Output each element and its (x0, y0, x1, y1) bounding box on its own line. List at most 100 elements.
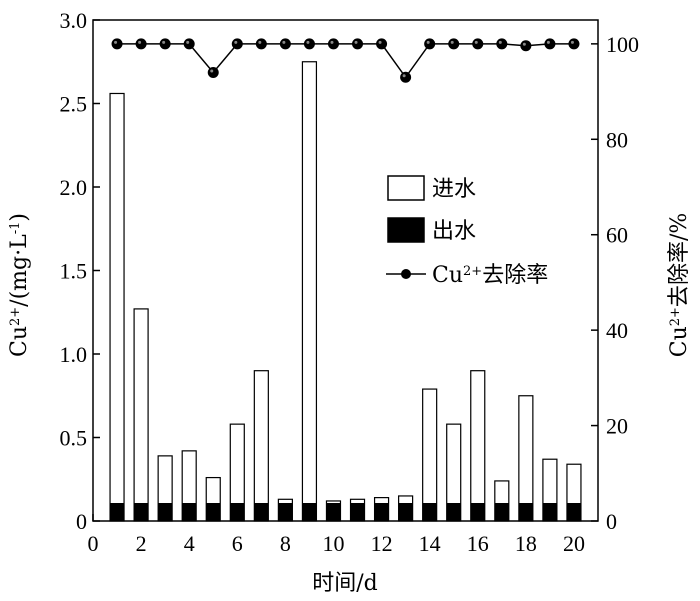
label-part: 2+ (463, 264, 482, 279)
x-tick-label: 4 (184, 531, 195, 556)
left-y-axis-ticks: 0 0.5 1.0 1.5 2.0 2.5 3.0 (60, 8, 100, 534)
right-y-tick-label: 100 (606, 32, 639, 57)
outflow-bar (278, 503, 293, 521)
removal-polyline (117, 43, 574, 79)
removal-marker-highlight (234, 40, 238, 44)
removal-marker (520, 40, 532, 52)
outflow-bar (206, 503, 221, 521)
inflow-bar (518, 395, 534, 522)
removal-marker-highlight (378, 40, 382, 44)
outflow-bar (350, 503, 365, 521)
inflow-bar (109, 92, 125, 522)
outflow-bar (254, 503, 269, 521)
removal-marker-highlight (354, 40, 358, 44)
outflow-bar (182, 503, 197, 521)
right-y-tick-label: 20 (606, 414, 628, 439)
x-tick-label: 10 (322, 531, 344, 556)
outflow-bar (326, 503, 341, 521)
label-part: Cu (7, 326, 32, 357)
removal-marker (376, 38, 388, 50)
removal-marker-highlight (186, 40, 190, 44)
removal-marker-highlight (546, 40, 550, 44)
removal-marker-highlight (570, 40, 574, 44)
removal-marker-highlight (162, 40, 166, 44)
outflow-bars (110, 503, 581, 521)
x-axis-label: 时间/d (312, 571, 378, 596)
label-part: Cu (432, 263, 463, 288)
removal-marker-highlight (114, 40, 118, 44)
legend-swatch-removal-marker (401, 269, 411, 279)
removal-marker-highlight (498, 40, 502, 44)
removal-marker (279, 38, 291, 50)
legend-label-removal: Cu2+去除率 (432, 263, 548, 288)
removal-marker-highlight (426, 40, 430, 44)
removal-marker-highlight (258, 40, 262, 44)
legend-label-outflow: 出水 (432, 219, 476, 244)
removal-marker-highlight (306, 40, 310, 44)
removal-marker-highlight (330, 40, 334, 44)
label-part: 2+ (8, 307, 23, 326)
inflow-bar (470, 370, 486, 522)
removal-marker-highlight (138, 40, 142, 44)
inflow-bar (133, 308, 149, 522)
outflow-bar (422, 503, 437, 521)
removal-marker (135, 38, 147, 50)
left-y-axis-label: Cu2+/(mg·L-1) (7, 213, 32, 357)
x-tick-label: 16 (467, 531, 489, 556)
inflow-bar (301, 61, 318, 522)
removal-marker (159, 38, 171, 50)
outflow-bar (302, 503, 317, 521)
outflow-bar (134, 503, 149, 521)
removal-marker (496, 38, 508, 50)
inflow-bar (253, 370, 269, 522)
removal-marker (255, 38, 267, 50)
label-part: ) (7, 213, 32, 222)
removal-marker (400, 71, 412, 83)
x-tick-label: 8 (280, 531, 291, 556)
left-y-tick-label: 0.5 (60, 426, 88, 451)
right-y-tick-label: 80 (606, 127, 628, 152)
removal-marker (568, 38, 580, 50)
removal-marker (183, 38, 195, 50)
x-tick-label: 20 (563, 531, 585, 556)
left-y-tick-label: 1.5 (60, 259, 88, 284)
right-y-axis-ticks: 0 20 40 60 80 100 (591, 32, 639, 534)
outflow-bar (230, 503, 245, 521)
x-tick-label: 18 (515, 531, 537, 556)
left-y-tick-label: 3.0 (60, 8, 88, 33)
legend-label-inflow: 进水 (432, 177, 476, 202)
inflow-bars (109, 61, 582, 522)
outflow-bar (110, 503, 125, 521)
removal-marker (352, 38, 364, 50)
removal-marker (303, 38, 315, 50)
legend-swatch-inflow (387, 175, 425, 201)
outflow-bar (518, 503, 533, 521)
label-part: 去除率/% (667, 213, 692, 307)
removal-marker-highlight (210, 69, 214, 73)
outflow-bar (494, 503, 509, 521)
label-part: Cu (667, 326, 692, 357)
x-tick-label: 2 (136, 531, 147, 556)
x-tick-label: 0 (88, 531, 99, 556)
outflow-bar (398, 503, 413, 521)
outflow-bar (158, 503, 173, 521)
removal-marker (448, 38, 460, 50)
right-y-tick-label: 60 (606, 223, 628, 248)
removal-marker-highlight (402, 74, 406, 78)
label-part: 去除率 (482, 263, 548, 288)
x-tick-label: 12 (371, 531, 393, 556)
outflow-bar (446, 503, 461, 521)
outflow-bar (374, 503, 389, 521)
label-part: -1 (8, 222, 23, 235)
legend-swatch-outflow (387, 217, 425, 243)
left-y-tick-label: 1.0 (60, 342, 88, 367)
removal-marker-highlight (522, 42, 526, 46)
right-y-tick-label: 0 (606, 509, 617, 534)
removal-marker-highlight (282, 40, 286, 44)
removal-marker-highlight (450, 40, 454, 44)
left-y-tick-label: 2.0 (60, 175, 88, 200)
outflow-bar (470, 503, 485, 521)
removal-marker-highlight (474, 40, 478, 44)
label-part: /(mg·L (7, 234, 32, 307)
